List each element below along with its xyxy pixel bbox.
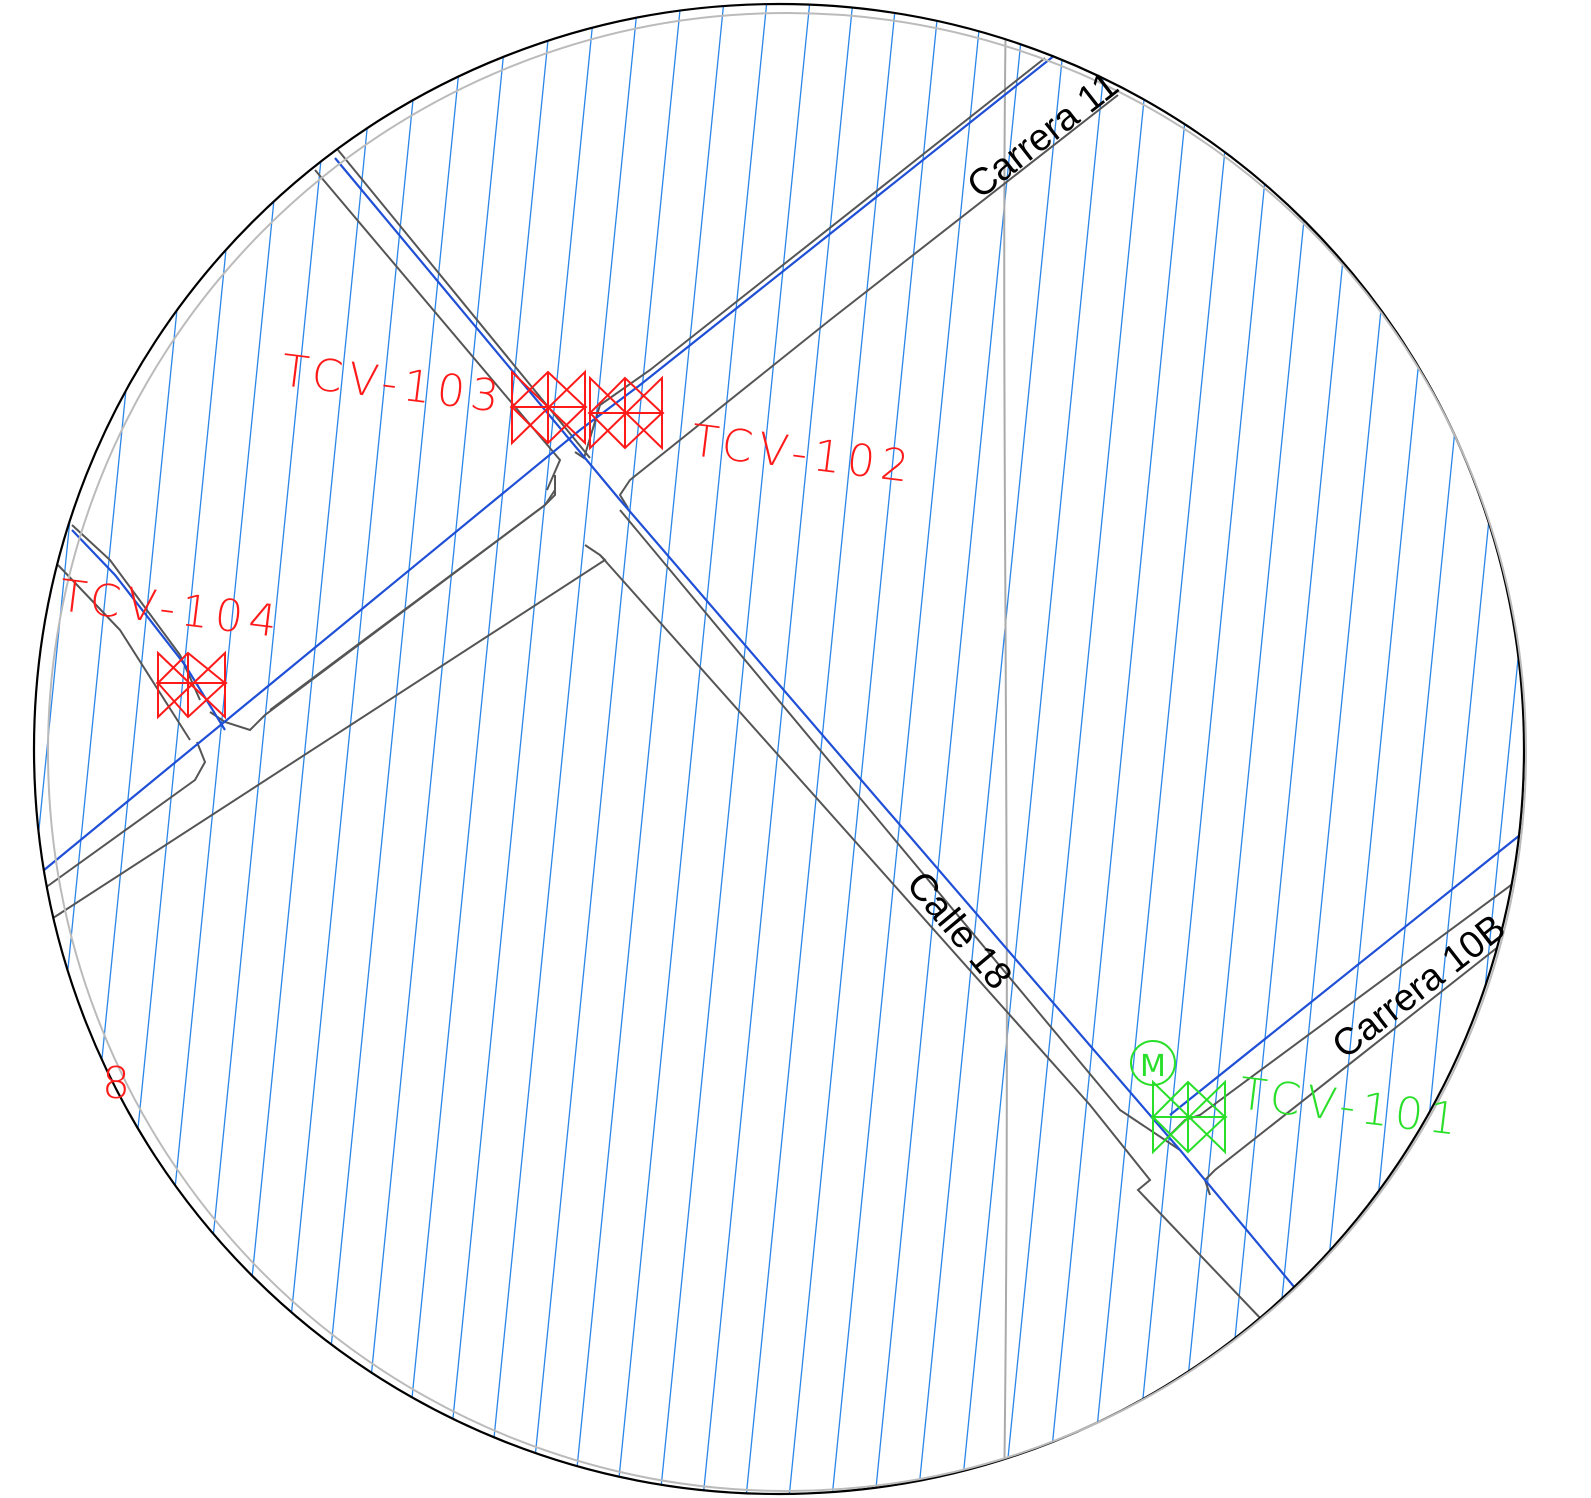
hatch-line <box>1347 4 1499 1494</box>
valve-tcv-103-icon[interactable] <box>509 369 588 446</box>
hatch-line <box>659 4 811 1494</box>
hatch-line <box>1175 4 1327 1494</box>
hatch-line <box>444 4 596 1494</box>
carrera-11-left-outer <box>44 741 207 889</box>
detail-boundary-inner <box>47 12 1527 1492</box>
calle-18-edge-main <box>599 554 1263 1321</box>
carrera-11-edge-lower <box>618 94 1119 509</box>
meter-icon <box>1130 1040 1176 1086</box>
carrera-10b-edge-lower <box>1203 909 1524 1196</box>
valve-tcv-102-icon[interactable] <box>587 375 665 451</box>
hatch-line <box>57 4 209 1494</box>
hatch-line <box>1003 4 1155 1494</box>
left-street-edge-a <box>57 564 191 741</box>
hatch-line <box>917 4 1069 1494</box>
street-edges <box>44 57 1524 1321</box>
carrera-11-edge-upper <box>574 57 1046 460</box>
calle-18-edge-left <box>314 169 562 491</box>
pipe-carrera-11 <box>37 54 1056 876</box>
detail-boundary <box>32 2 1526 1496</box>
calle-18-edge-right <box>619 509 1181 1151</box>
hatch-line <box>34 4 166 1494</box>
label-tcv-104: TCV-104 <box>57 570 286 648</box>
pipe-calle-18 <box>334 157 1321 1319</box>
hatch-line <box>100 4 252 1494</box>
hatch-line <box>1046 4 1198 1494</box>
label-partial: 8 <box>102 1058 136 1109</box>
hatch-line <box>960 4 1112 1494</box>
hatch-line <box>1132 4 1284 1494</box>
valve-tcv-101-icon[interactable]: M <box>1130 1040 1228 1155</box>
hatch-line <box>573 4 725 1494</box>
hatch-line <box>874 4 1026 1494</box>
hatch-line <box>34 4 80 1494</box>
label-tcv-101: TCV-101 <box>1237 1068 1466 1146</box>
left-street-edge-b <box>71 524 201 701</box>
hatch-line <box>1304 4 1456 1494</box>
hatch-line <box>1390 4 1524 1494</box>
hatch-line <box>1261 4 1413 1494</box>
hatch-line <box>487 4 639 1494</box>
hatch-line <box>1563 0 1591 1498</box>
main-pipes <box>37 54 1524 1319</box>
hatch-line <box>1476 4 1524 1494</box>
hatch-line <box>831 4 983 1494</box>
pipe-carrera-10b <box>1169 814 1524 1116</box>
hatch-line <box>315 4 467 1494</box>
valve-tcv-104-icon[interactable] <box>155 650 228 720</box>
hatch-line <box>358 4 510 1494</box>
street-carrera-11: Carrera 11 <box>960 64 1127 207</box>
street-calle-18: Calle 18 <box>898 864 1020 998</box>
hatch-line <box>401 4 553 1494</box>
hatch-line <box>745 4 897 1494</box>
meter-symbol: M <box>1140 1049 1166 1084</box>
hatch-line <box>1433 4 1524 1494</box>
hatch-line <box>702 4 854 1494</box>
hatch-line <box>143 4 295 1494</box>
hatch-line <box>34 4 37 1494</box>
hatch-line <box>788 4 940 1494</box>
hatch-line <box>1519 4 1524 1494</box>
label-tcv-102: TCV-102 <box>689 415 918 493</box>
hatch-line <box>1089 4 1241 1494</box>
hatch-line <box>1218 4 1370 1494</box>
carrera-11-left-edge-mid <box>269 489 556 711</box>
hatch-line <box>616 4 768 1494</box>
hatch-line <box>34 4 123 1494</box>
hatch-line <box>272 4 424 1494</box>
hatch-line <box>229 4 381 1494</box>
hatch-line <box>530 4 682 1494</box>
reference-line <box>1003 4 1008 1494</box>
